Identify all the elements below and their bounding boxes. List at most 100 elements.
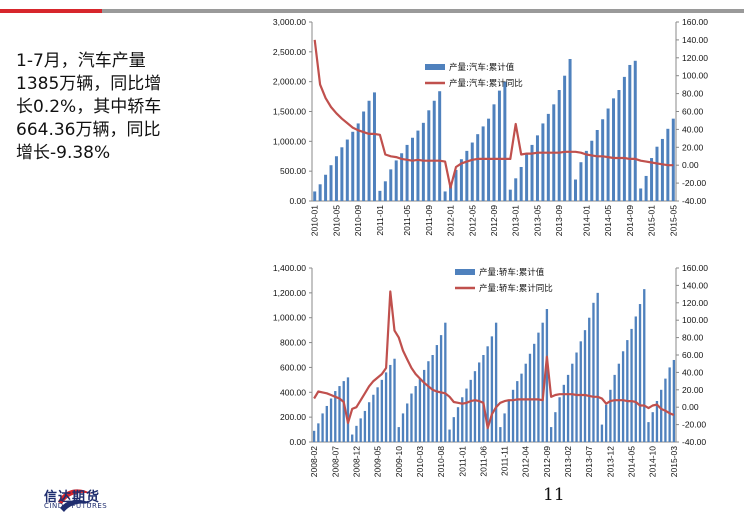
c1-x-tick-label: 2012-09 [489,205,499,236]
c2-bar [427,361,430,442]
summary-line: 664.36万辆，同比 [16,120,161,140]
c2-x-tick-label: 2012-09 [542,446,552,477]
c2-legend-bar-label: 产量:轿车:累计值 [479,267,545,278]
c2-x-tick-label: 2011-01 [457,446,467,477]
header-accent-bar [0,9,102,13]
c1-y-tick-label: 1,000.00 [273,136,306,146]
c1-bar [606,108,610,201]
c1-bar [595,129,599,201]
c2-bar [363,410,367,442]
c2-y2-tick-label: 60.00 [682,350,704,360]
c1-y-tick-label: 2,000.00 [273,77,306,87]
c2-bar [588,317,591,442]
company-logo [58,489,92,512]
c2-bar [355,425,358,442]
summary-text: 1-7月，汽车产量 1385万辆，同比增 长0.2%，其中轿车 664.36万辆… [16,50,221,165]
c2-x-tick-label: 2010-03 [415,446,425,477]
c2-x-tick-label: 2008-12 [351,446,361,477]
c2-y2-tick-label: 40.00 [682,367,704,377]
c2-bar [389,364,392,442]
c2-x-tick-label: 2012-04 [521,446,531,477]
c1-bar [329,165,333,201]
c2-y2-tick-label: 20.00 [682,385,704,395]
c1-y2-tick-label: 120.00 [682,53,708,63]
c1-bar [639,188,643,201]
c2-bar [406,403,409,442]
c2-bar [516,381,519,442]
c2-bar [414,386,417,442]
c2-x-tick-label: 2011-11 [500,446,510,476]
c1-y-tick-label: 500.00 [280,166,306,176]
c1-x-tick-label: 2011-09 [424,205,434,236]
c2-y-tick-label: 1,400.00 [273,263,306,273]
c2-bar [312,430,316,442]
c2-bar [668,367,671,442]
c2-y-tick-label: 1,200.00 [273,288,306,298]
c2-bar [351,434,354,442]
c2-bar [418,378,422,442]
c2-bar [431,355,434,442]
c1-bar [519,166,523,201]
c1-y2-tick-label: 140.00 [682,35,708,45]
c1-bar [394,160,398,201]
c2-y-tick-label: 800.00 [280,338,306,348]
c1-bar [362,111,366,201]
c2-bar [465,388,468,442]
c1-bar [372,92,376,201]
c1-bar [416,130,420,201]
c2-bar [321,413,324,442]
c1-bar [470,142,474,201]
c1-bar [378,190,382,201]
c2-bar [473,371,477,442]
c2-y2-tick-label: 80.00 [682,333,704,343]
c1-bar [432,100,436,201]
c2-bar [376,387,379,442]
c2-bar [444,322,447,442]
c2-bar [643,289,646,442]
c1-x-tick-label: 2010-01 [310,205,320,236]
c2-bar [367,402,371,442]
c2-bar [520,373,523,442]
c1-bar [590,140,594,201]
c2-bar [342,381,345,442]
c2-bar [604,404,608,442]
c1-y2-tick-label: 0.00 [682,160,699,170]
c2-bar [630,328,633,442]
c2-bar [494,322,498,442]
c1-legend-bar-swatch [425,64,445,70]
c1-bar [318,184,322,201]
c1-bar [541,123,545,201]
c2-bar [672,359,676,442]
c2-y2-tick-label: -20.00 [682,420,706,430]
c1-bar [644,175,648,201]
c2-x-tick-label: 2014-10 [648,446,658,477]
c1-bar [530,144,534,201]
c2-bar [575,352,578,442]
page-number: 11 [543,485,565,505]
logo-name-en: CINDA FUTURES [44,502,108,510]
c2-y-tick-label: 200.00 [280,412,306,422]
logo-name-cn: 信达期货 [44,490,101,505]
c2-bar [571,363,574,442]
summary-line: 增长-9.38% [16,143,111,163]
c1-bar [492,104,496,201]
c2-legend-line-label: 产量:轿车:累计同比 [479,283,553,294]
c2-y2-tick-label: -40.00 [682,437,706,447]
c1-bar [573,179,577,201]
c2-bar [558,397,561,442]
c2-x-tick-label: 2013-12 [605,446,615,477]
c1-y2-tick-label: -20.00 [682,178,706,188]
c2-x-tick-label: 2009-10 [394,446,404,477]
c1-bar [514,178,518,201]
c1-bar [438,91,442,201]
c1-y2-tick-label: 40.00 [682,124,704,134]
c2-bar [338,386,341,442]
c2-bar [583,330,587,442]
c1-bar [584,150,588,201]
c2-y-tick-label: 600.00 [280,362,306,372]
c1-bar [334,156,338,201]
c1-bar [345,139,349,201]
c1-bar [579,162,583,201]
c1-legend-bar-label: 产量:汽车:累计值 [449,62,515,73]
c1-bar [340,147,344,201]
